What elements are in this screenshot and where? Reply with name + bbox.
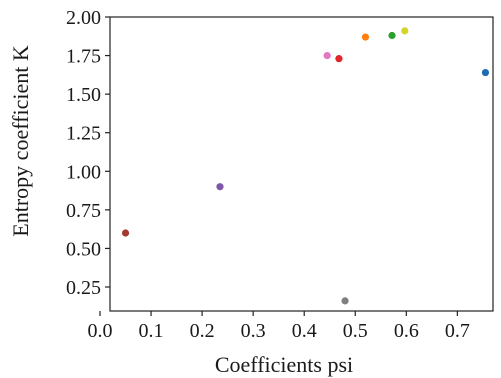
y-tick-label: 1.50 <box>66 84 101 106</box>
x-tick-label: 0.7 <box>445 320 470 342</box>
x-tick-label: 0.4 <box>292 320 317 342</box>
data-point <box>481 68 490 77</box>
y-axis-label: Entropy coefficient K <box>8 45 33 237</box>
data-points <box>121 27 490 305</box>
y-tick-label: 2.00 <box>66 7 101 29</box>
y-tick-label: 0.50 <box>66 238 101 260</box>
x-axis: 0.0 0.1 0.2 0.3 0.4 0.5 0.6 0.7 <box>88 311 470 342</box>
data-point <box>121 229 130 237</box>
x-tick-label: 0.6 <box>394 320 419 342</box>
x-axis-label: Coefficients psi <box>215 352 353 377</box>
x-tick-label: 0.2 <box>190 320 215 342</box>
x-tick-label: 0.1 <box>139 320 164 342</box>
y-tick-label: 1.00 <box>66 161 101 183</box>
y-tick-label: 0.75 <box>66 200 101 222</box>
data-point <box>335 55 343 63</box>
x-tick-label: 0.5 <box>343 320 368 342</box>
x-tick-label: 0.0 <box>88 320 113 342</box>
y-axis: 0.25 0.50 0.75 1.00 1.25 1.50 1.75 2.00 <box>66 7 110 299</box>
y-tick-label: 1.25 <box>66 123 101 145</box>
y-tick-label: 0.25 <box>66 277 101 299</box>
data-point <box>388 31 396 40</box>
y-tick-label: 1.75 <box>66 46 101 68</box>
data-point <box>401 27 409 35</box>
data-point <box>361 33 370 41</box>
plot-frame <box>109 16 494 312</box>
plot-border <box>109 16 494 312</box>
data-point <box>216 183 224 191</box>
data-point <box>341 297 349 305</box>
x-tick-label: 0.3 <box>241 320 266 342</box>
data-point <box>323 51 331 60</box>
